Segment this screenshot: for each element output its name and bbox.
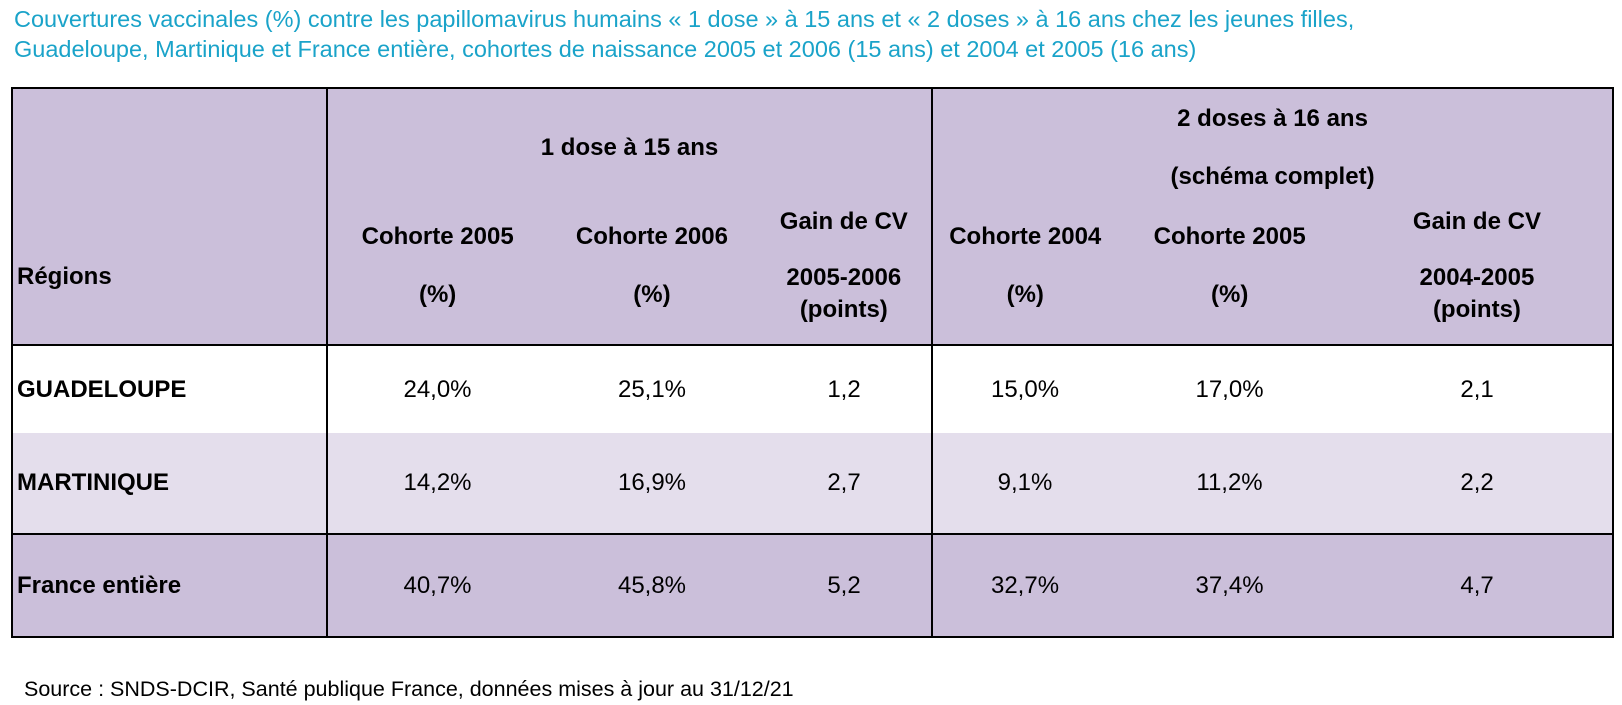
group-2-subtitle: (schéma complet) xyxy=(1170,162,1375,190)
value-cell: 4,7 xyxy=(1460,571,1494,599)
header-row: Régions 1 dose à 15 ans Cohorte 2005 (%)… xyxy=(12,88,1614,345)
value-cell: 2,7 xyxy=(757,433,934,534)
value-cell: 2,1 xyxy=(1460,375,1494,403)
table-title-line-2: Guadeloupe, Martinique et France entière… xyxy=(14,36,1197,62)
value-cell: 32,7% xyxy=(990,571,1060,599)
value-cell: 17,0% xyxy=(1195,375,1264,403)
value-cell: 40,7% xyxy=(403,571,472,599)
value-cell: 11,2% xyxy=(1196,469,1263,496)
value-cell: 1,2 xyxy=(757,345,934,433)
col-header-gain-2doses: Gain de CV 2004-2005 (points) xyxy=(1412,208,1541,323)
table-title: Couvertures vaccinales (%) contre les pa… xyxy=(14,4,1614,64)
table-row: France entière 40,7% 45,8% 5,2 32,7% 37,… xyxy=(12,534,1614,637)
value-cell: 45,8% xyxy=(617,571,687,599)
region-cell: France entière xyxy=(12,534,328,637)
value-cell: 2,2 xyxy=(1460,469,1494,496)
group-1-dose-header: 1 dose à 15 ans Cohorte 2005 (%) Cohorte… xyxy=(327,88,934,345)
value-cell: 14,2% xyxy=(403,469,472,496)
col-header-cohorte-2005-1dose: Cohorte 2005 (%) xyxy=(361,223,514,308)
group-1-title: 1 dose à 15 ans xyxy=(540,133,719,161)
col-header-gain-1dose: Gain de CV 2005-2006 (points) xyxy=(779,208,908,323)
col-header-cohorte-2005-2doses: Cohorte 2005 (%) xyxy=(1153,223,1306,308)
value-cell: 9,1% xyxy=(997,469,1053,496)
value-cell: 5,2 xyxy=(757,534,934,637)
value-cell: 15,0% xyxy=(990,375,1060,403)
source-note: Source : SNDS-DCIR, Santé publique Franc… xyxy=(24,677,794,701)
value-cell: 37,4% xyxy=(1195,571,1264,599)
table-row: MARTINIQUE 14,2% 16,9% 2,7 9,1% 11,2% 2,… xyxy=(12,433,1614,534)
region-header-label: Régions xyxy=(17,262,112,290)
table-title-line-1: Couvertures vaccinales (%) contre les pa… xyxy=(14,6,1355,32)
group-2-doses-header: 2 doses à 16 ans (schéma complet) Cohort… xyxy=(932,88,1613,345)
value-cell: 24,0% xyxy=(403,375,472,403)
value-cell: 16,9% xyxy=(617,469,687,496)
vaccination-coverage-table: Régions 1 dose à 15 ans Cohorte 2005 (%)… xyxy=(11,87,1615,638)
col-header-cohorte-2006-1dose: Cohorte 2006 (%) xyxy=(575,223,728,308)
region-cell: MARTINIQUE xyxy=(12,433,328,534)
value-cell: 25,1% xyxy=(617,375,687,403)
region-cell: GUADELOUPE xyxy=(12,345,328,433)
region-header: Régions xyxy=(12,88,328,345)
group-2-title: 2 doses à 16 ans xyxy=(1177,104,1368,132)
table-row: GUADELOUPE 24,0% 25,1% 1,2 15,0% 17,0% 2… xyxy=(12,345,1614,433)
col-header-cohorte-2004-2doses: Cohorte 2004 (%) xyxy=(949,223,1102,308)
